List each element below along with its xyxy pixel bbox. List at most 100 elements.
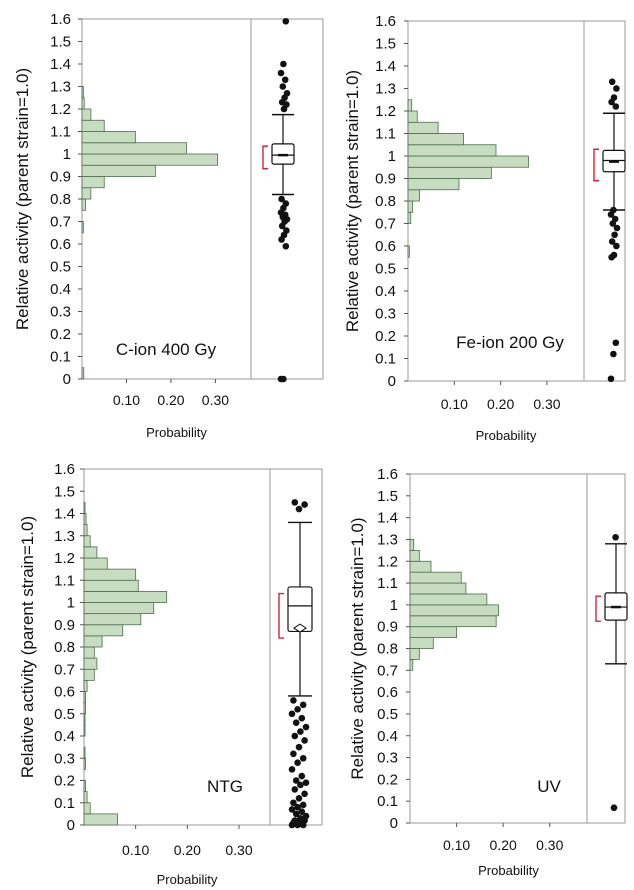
y-tick-label: 0.8 [377, 641, 398, 658]
x-axis-title: Probability [146, 425, 207, 440]
histogram-bar [407, 200, 414, 213]
histogram-bar [409, 582, 467, 595]
outlier-point [302, 812, 310, 820]
outlier-point [288, 766, 296, 773]
outlier-point [297, 781, 304, 789]
histogram-bar [83, 657, 98, 670]
shortest-half-bracket [278, 592, 284, 639]
outlier-point [292, 810, 300, 818]
y-tick-label: 0.2 [375, 328, 396, 345]
histogram-bar [81, 131, 136, 144]
plot-frame [407, 20, 626, 382]
y-tick-label: 1.3 [375, 81, 396, 98]
outlier-point [283, 227, 290, 234]
x-axis-title: Probability [478, 863, 539, 878]
histogram-bar [81, 142, 187, 155]
histogram-bar [83, 668, 95, 681]
y-tick-label: 1.5 [50, 34, 71, 51]
y-tick-label: 0.1 [50, 349, 71, 366]
treatment-label: NTG [207, 777, 243, 796]
histogram-bar [83, 624, 124, 637]
histogram-bar [409, 615, 497, 628]
histogram-bar [407, 110, 418, 123]
histogram-bar [81, 176, 105, 189]
outlier-point [297, 728, 304, 735]
histogram-bar [409, 593, 488, 606]
treatment-label: Fe-ion 200 Gy [456, 333, 564, 352]
y-tick-label: 1.4 [50, 56, 71, 73]
y-tick-label: 0 [388, 373, 396, 390]
x-tick-label: 0.30 [533, 396, 560, 412]
y-tick-label: 1.2 [377, 553, 398, 570]
histogram-bar [83, 746, 86, 759]
y-tick-label: 0.5 [375, 261, 396, 278]
outlier-point [612, 339, 620, 347]
histogram-bar [409, 659, 414, 671]
y-tick-label: 0.6 [375, 238, 396, 255]
histogram-bar [407, 144, 497, 157]
outlier-point [294, 803, 301, 811]
histogram-bar [83, 568, 137, 581]
outlier-point [291, 817, 299, 824]
shortest-half-bracket [593, 148, 599, 182]
y-tick-label: 1 [390, 597, 398, 614]
histogram-bar [409, 648, 420, 660]
histogram-bar [83, 780, 86, 793]
y-tick-label: 1.1 [377, 575, 398, 592]
treatment-label: C-ion 400 Gy [116, 340, 217, 359]
outlier-point [278, 195, 285, 203]
y-tick-label: 1.1 [375, 126, 396, 143]
y-axis-title: Relative activity (parent strain=1.0) [13, 68, 32, 330]
histogram-bar [407, 155, 529, 168]
histogram-bar [83, 546, 98, 559]
y-axis-title: Relative activity (parent strain=1.0) [18, 516, 37, 778]
histogram-bar [83, 691, 86, 704]
histogram-bar [407, 189, 420, 202]
histogram-bar [409, 626, 457, 638]
y-tick-label: 0.6 [50, 236, 71, 253]
y-tick-label: 1.3 [50, 79, 71, 96]
histogram-bar [83, 535, 91, 548]
outlier-point [292, 777, 300, 784]
y-tick-label: 0 [390, 815, 398, 832]
x-tick-label: 0.10 [122, 842, 149, 858]
outlier-point [301, 790, 308, 798]
y-tick-label: 0.2 [54, 773, 75, 790]
outlier-point [301, 737, 308, 744]
histogram-bar [407, 99, 413, 112]
histogram-bar [83, 724, 86, 737]
outlier-point [288, 710, 296, 718]
histogram-bar [83, 579, 139, 592]
x-tick-label: 0.20 [157, 392, 184, 408]
y-tick-label: 0.2 [50, 326, 71, 343]
y-tick-label: 0.9 [377, 619, 398, 636]
chart-panel-2: 0 0.1 0.2 0.3 0.4 0.5 0.6 0.7 0.8 0.9 1 1.1 1.2 1.3 1.… [343, 13, 626, 443]
outlier-point [299, 801, 307, 809]
histogram-bar [81, 86, 84, 99]
x-tick-label: 0.10 [441, 396, 468, 412]
outlier-point [298, 714, 306, 722]
outlier-point [291, 786, 299, 793]
x-axis-title: Probability [157, 872, 218, 887]
outlier-point [291, 732, 299, 740]
histogram-bar [81, 221, 84, 234]
outlier-point [610, 94, 618, 101]
histogram-bar [83, 702, 86, 715]
y-tick-label: 0.1 [377, 793, 398, 810]
y-tick-label: 1.6 [377, 466, 398, 483]
outlier-point [283, 89, 291, 97]
x-tick-label: 0.30 [202, 392, 229, 408]
outlier-point [295, 743, 303, 751]
plot-frame [81, 18, 324, 380]
histogram-bar [81, 97, 85, 110]
x-tick-label: 0.30 [536, 837, 563, 853]
y-tick-label: 0.1 [375, 351, 396, 368]
outlier-point [290, 799, 297, 807]
outlier-point [279, 83, 287, 90]
outlier-point [608, 78, 616, 86]
chart-panel-3: 0 0.1 0.2 0.3 0.4 0.5 0.6 0.7 0.8 0.9 1 1.1 1.2 1.3 1.… [18, 461, 323, 887]
histogram-bar [407, 166, 492, 179]
y-tick-label: 1 [63, 146, 71, 163]
outlier-point [292, 719, 300, 726]
outlier-point [295, 505, 303, 513]
